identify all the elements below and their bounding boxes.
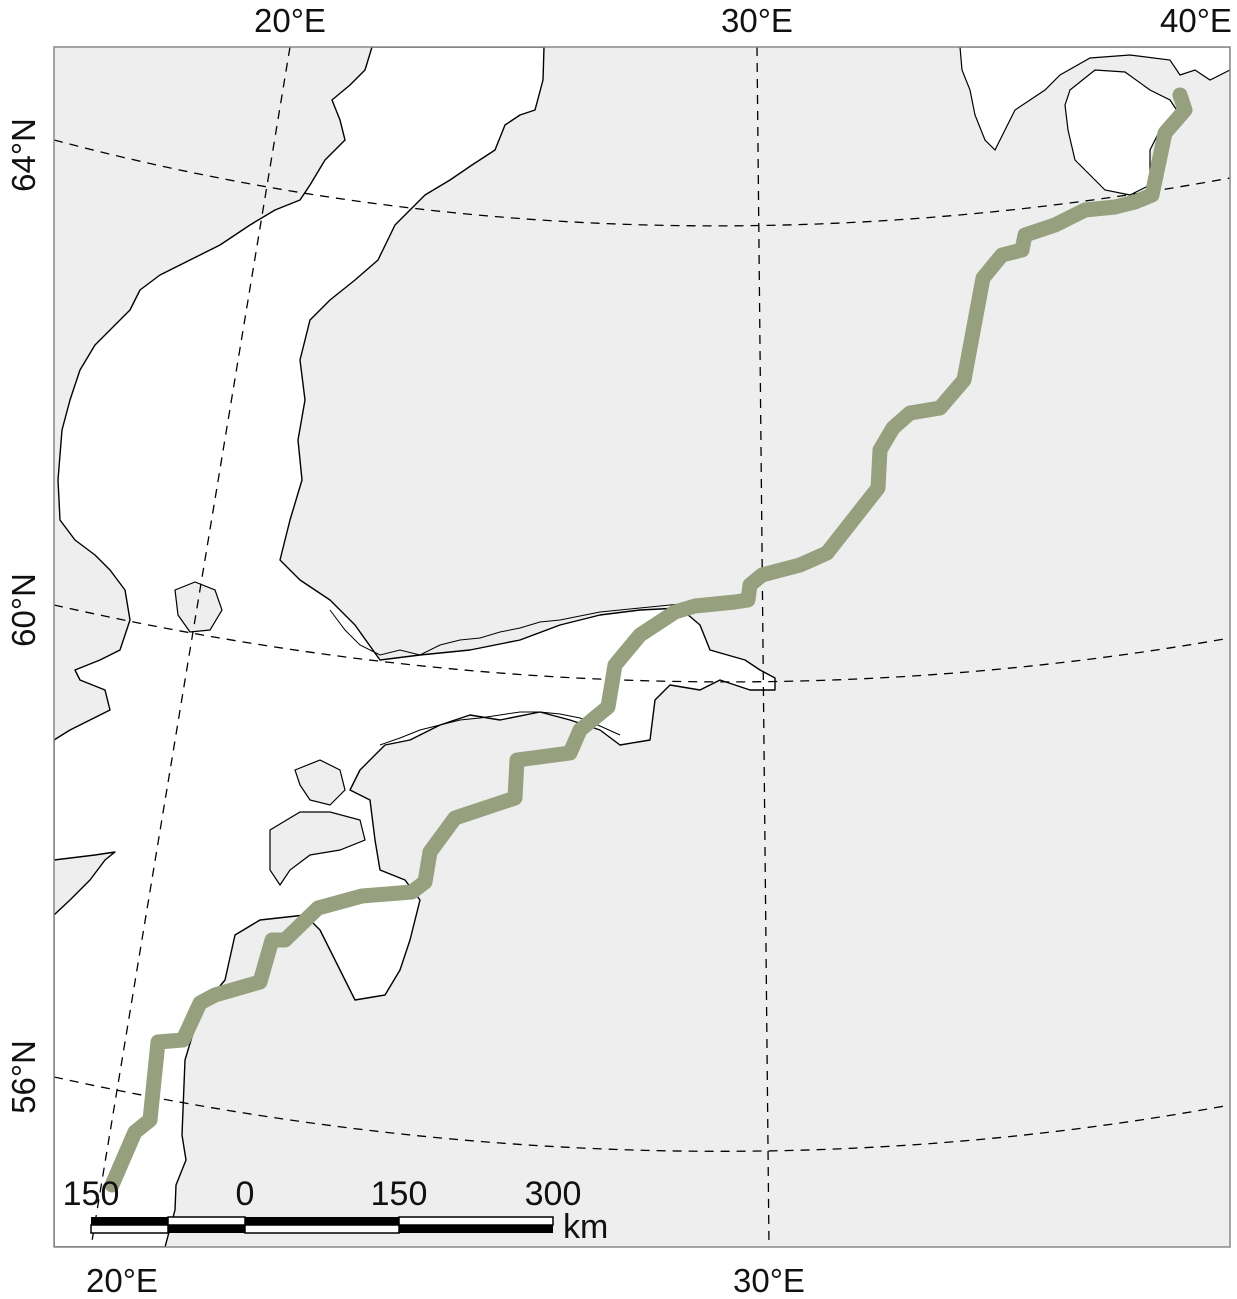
scale-bar-seg-1 xyxy=(91,1217,168,1225)
label-bottom-20e: 20°E xyxy=(86,1262,158,1299)
parallel-60n xyxy=(54,604,1230,683)
label-bottom-30e: 30°E xyxy=(733,1262,805,1299)
island-aland xyxy=(174,581,223,633)
scale-label-150: 150 xyxy=(371,1175,428,1213)
scale-bar-seg-2 xyxy=(167,1216,246,1226)
map-frame xyxy=(53,46,1231,1248)
scale-bar-seg-4 xyxy=(398,1216,554,1226)
label-top-40e: 40°E xyxy=(1160,2,1232,39)
scale-bar: 150 0 150 300 km xyxy=(63,1175,609,1246)
baltic-sea-water xyxy=(54,47,776,1247)
coast-detail-finland xyxy=(329,603,681,656)
meridian-20e xyxy=(90,47,291,1247)
graticule xyxy=(54,47,1230,1247)
label-left-64n: 64°N xyxy=(5,118,42,192)
parallel-64n xyxy=(54,139,1230,227)
scale-bar-seg-8 xyxy=(399,1225,553,1233)
island-hiiumaa xyxy=(294,759,346,806)
label-left-60n: 60°N xyxy=(5,573,42,647)
scale-bar-seg-7 xyxy=(244,1224,400,1234)
scale-label-0: 0 xyxy=(236,1175,255,1213)
white-sea-water xyxy=(959,47,1230,152)
coast-detail-estonia xyxy=(379,711,621,746)
parallel-56n xyxy=(54,1076,1230,1152)
scale-unit: km xyxy=(563,1208,608,1246)
meridian-30e xyxy=(756,47,770,1247)
route-line xyxy=(104,87,1193,1193)
label-top-30e: 30°E xyxy=(721,2,793,39)
lake-onega xyxy=(1064,69,1181,196)
scale-label-300: 300 xyxy=(525,1175,582,1213)
label-top-20e: 20°E xyxy=(254,2,326,39)
scale-bar-seg-3 xyxy=(245,1217,399,1225)
island-saaremaa xyxy=(269,811,366,887)
scale-bar-seg-5 xyxy=(90,1224,169,1234)
scale-bar-seg-6 xyxy=(168,1225,245,1233)
scale-label-150-left: 150 xyxy=(63,1175,120,1213)
label-left-56n: 56°N xyxy=(5,1040,42,1114)
